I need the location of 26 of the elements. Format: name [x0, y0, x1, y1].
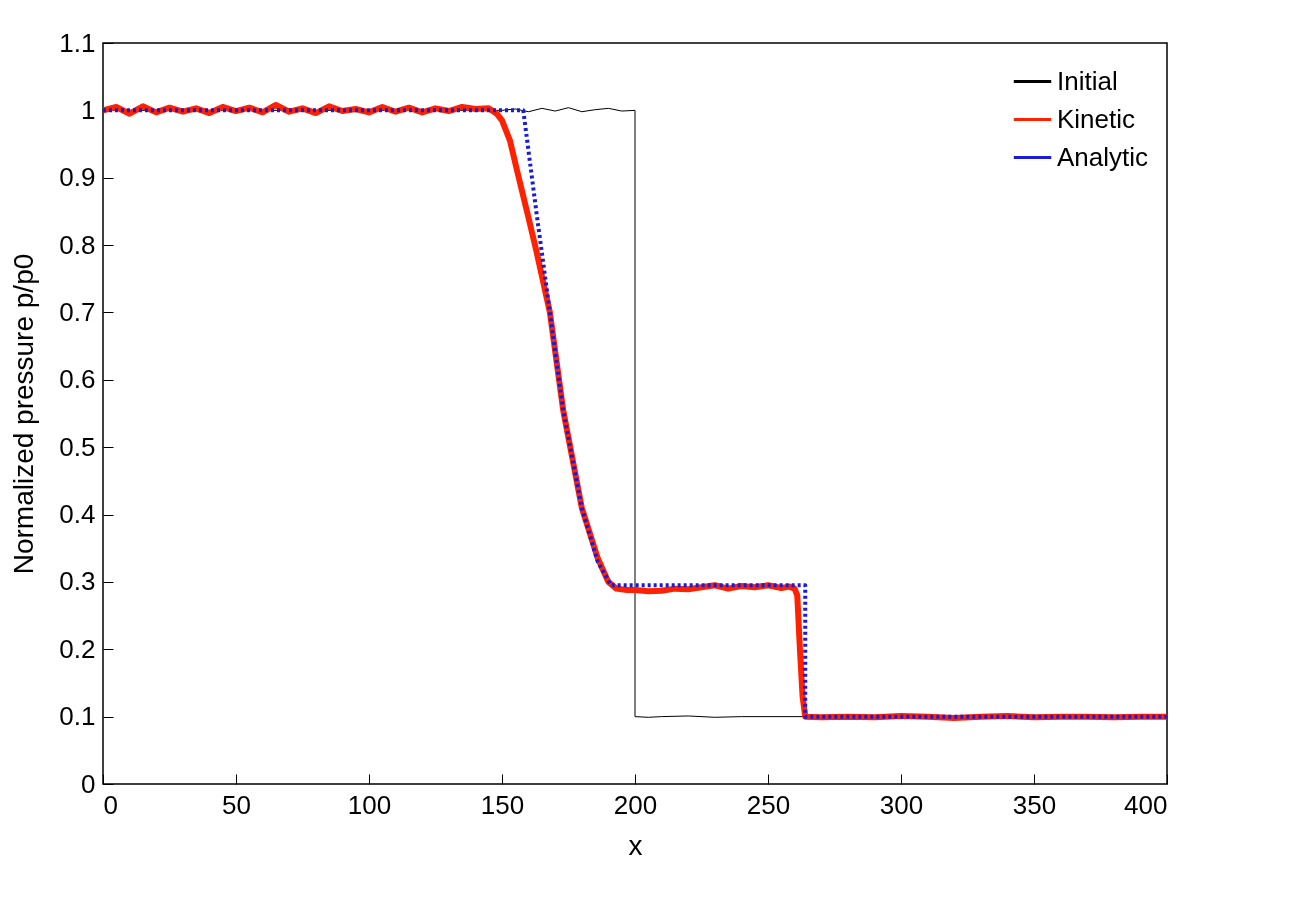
- legend-label: Kinetic: [1057, 103, 1136, 134]
- y-tick-label: 0.7: [59, 296, 96, 327]
- y-tick-label: 0.5: [59, 431, 96, 462]
- x-tick-label: 250: [746, 789, 791, 820]
- y-tick-label: 0.1: [59, 701, 96, 732]
- legend-label: Analytic: [1057, 141, 1149, 172]
- y-tick-label: 0.4: [59, 499, 96, 530]
- x-tick-label: 300: [879, 789, 924, 820]
- y-tick-label: 1.1: [59, 27, 96, 58]
- y-tick-label: 0.6: [59, 364, 96, 395]
- x-tick-label: 100: [347, 789, 392, 820]
- y-tick-label: 0.3: [59, 566, 96, 597]
- y-tick-label: 0.8: [59, 229, 96, 260]
- x-tick-label: 350: [1012, 789, 1057, 820]
- x-tick-label: 150: [480, 789, 525, 820]
- x-tick-label: 200: [613, 789, 658, 820]
- y-axis-title: Normalized pressure p/p0: [8, 253, 40, 575]
- x-tick-label: 50: [222, 789, 251, 820]
- y-tick-label: 1: [81, 94, 96, 125]
- y-tick-label: 0.2: [59, 633, 96, 664]
- x-axis-title: x: [628, 829, 643, 861]
- legend-label: Initial: [1057, 65, 1118, 96]
- x-tick-label: 400: [1124, 789, 1168, 820]
- y-tick-label: 0.9: [59, 162, 96, 193]
- y-tick-label: 0: [81, 768, 96, 799]
- x-tick-label: 0: [103, 789, 118, 820]
